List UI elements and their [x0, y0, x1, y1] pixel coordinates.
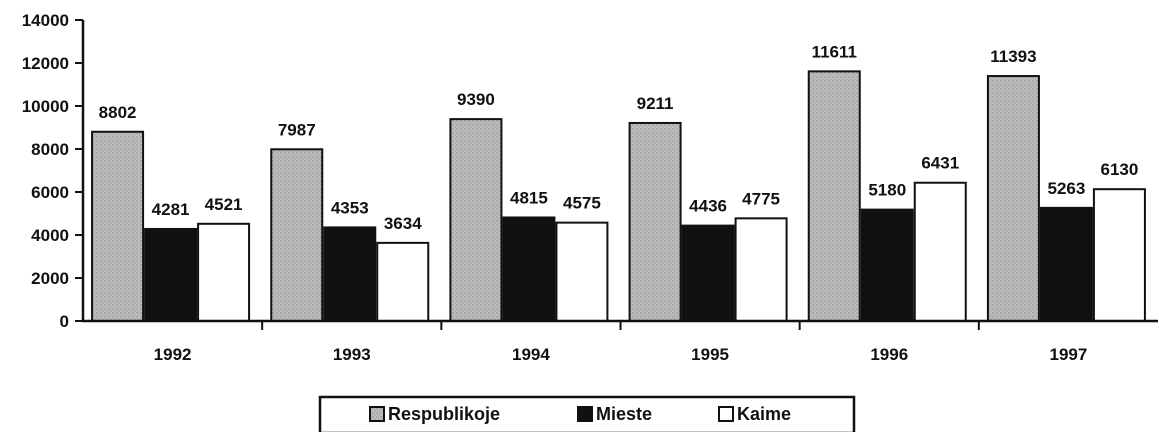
data-label-kaime-1992: 4521 — [205, 195, 243, 214]
legend-label-respublikoje: Respublikoje — [388, 404, 500, 424]
bar-respublikoje-1995 — [628, 121, 682, 322]
data-label-kaime-1996: 6431 — [921, 154, 959, 173]
x-tick-label-1996: 1996 — [870, 345, 908, 364]
legend: Respublikoje Mieste Kaime — [318, 395, 856, 432]
legend-swatch-respublikoje — [369, 406, 385, 422]
x-tick-label-1995: 1995 — [691, 345, 729, 364]
y-tick-label: 2000 — [31, 269, 69, 288]
data-label-kaime-1994: 4575 — [563, 194, 601, 213]
bars-layer — [91, 70, 1146, 323]
bar-respublikoje-1997 — [986, 75, 1040, 322]
bar-respublikoje-1993 — [270, 148, 324, 322]
data-label-respublikoje-1995: 9211 — [637, 94, 674, 113]
bar-kaime-1996 — [913, 181, 967, 322]
legend-label-mieste: Mieste — [596, 404, 652, 424]
y-tick-label: 12000 — [22, 54, 69, 73]
data-label-respublikoje-1996: 11611 — [812, 42, 857, 61]
data-label-respublikoje-1993: 7987 — [278, 120, 316, 139]
bar-respublikoje-1994 — [449, 118, 503, 322]
data-label-kaime-1993: 3634 — [384, 214, 422, 233]
labels-layer: 8802 4281 4521 7987 4353 3634 9390 4815 4575 9211… — [22, 11, 1139, 364]
legend-swatch-kaime — [718, 406, 734, 422]
x-tick-label-1997: 1997 — [1050, 345, 1088, 364]
bar-kaime-1995 — [734, 217, 788, 322]
data-label-mieste-1996: 5180 — [868, 181, 906, 200]
bar-mieste-1994 — [502, 216, 556, 322]
data-label-respublikoje-1997: 11393 — [990, 47, 1036, 66]
data-label-respublikoje-1992: 8802 — [99, 103, 137, 122]
x-tick-label-1994: 1994 — [512, 345, 550, 364]
y-tick-label: 0 — [60, 312, 69, 331]
legend-label-kaime: Kaime — [737, 404, 791, 424]
bar-mieste-1996 — [860, 208, 914, 323]
bar-respublikoje-1992 — [91, 130, 145, 322]
data-label-mieste-1997: 5263 — [1048, 179, 1086, 198]
legend-swatch-mieste — [577, 406, 593, 422]
bar-mieste-1993 — [323, 226, 377, 323]
y-tick-label: 8000 — [31, 140, 69, 159]
y-tick-label: 6000 — [31, 183, 69, 202]
y-tick-label: 4000 — [31, 226, 69, 245]
y-tick-label: 14000 — [22, 11, 69, 30]
data-label-respublikoje-1994: 9390 — [457, 90, 495, 109]
bar-kaime-1992 — [197, 222, 251, 322]
bar-mieste-1997 — [1039, 206, 1093, 323]
data-label-kaime-1995: 4775 — [742, 189, 780, 208]
bar-respublikoje-1996 — [807, 70, 861, 323]
data-label-kaime-1997: 6130 — [1101, 160, 1139, 179]
data-label-mieste-1992: 4281 — [152, 200, 190, 219]
data-label-mieste-1995: 4436 — [689, 197, 727, 216]
bar-mieste-1992 — [144, 227, 198, 322]
x-tick-label-1992: 1992 — [154, 345, 192, 364]
bar-mieste-1995 — [681, 224, 735, 323]
bar-kaime-1997 — [1092, 188, 1146, 322]
y-tick-label: 10000 — [22, 97, 69, 116]
bar-kaime-1994 — [555, 221, 609, 322]
data-label-mieste-1994: 4815 — [510, 188, 548, 207]
bar-kaime-1993 — [376, 241, 430, 322]
data-label-mieste-1993: 4353 — [331, 198, 369, 217]
x-tick-label-1993: 1993 — [333, 345, 371, 364]
axes-layer — [75, 19, 1158, 330]
